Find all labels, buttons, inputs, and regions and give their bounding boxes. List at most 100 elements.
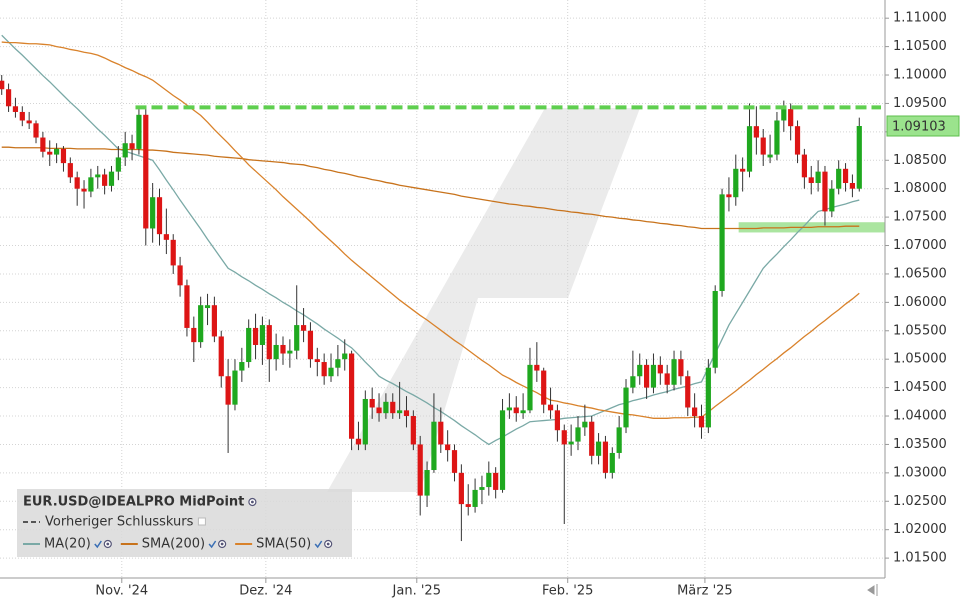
candle-body — [760, 137, 766, 155]
candle-body — [81, 188, 87, 192]
candle-body — [143, 114, 149, 229]
price-box — [886, 115, 960, 137]
candle-body — [554, 410, 561, 431]
candle-body — [156, 197, 163, 235]
candle-body — [53, 148, 60, 155]
candle-body — [321, 362, 327, 377]
y-tick-label: 1.10000 — [893, 68, 947, 83]
y-tick-label: 1.04000 — [893, 409, 947, 424]
legend-label: MA(20) — [44, 537, 91, 552]
candle-body — [561, 430, 567, 445]
y-tick-label: 1.02000 — [893, 522, 947, 537]
y-tick-label: 1.04500 — [893, 380, 947, 395]
candle-body — [95, 174, 101, 178]
candle-body — [499, 410, 506, 490]
y-tick-label: 1.11000 — [893, 11, 947, 26]
y-tick-label: 1.02500 — [893, 494, 947, 509]
y-tick-label: 1.08000 — [893, 181, 947, 196]
candle-body — [602, 441, 609, 473]
candle-body — [348, 353, 355, 439]
visibility-dot — [326, 542, 330, 546]
y-tick-label: 1.09500 — [893, 96, 947, 111]
candle-body — [191, 327, 197, 343]
candle-body — [300, 325, 307, 331]
legend-title: EUR.USD@IDEALPRO MidPoint — [23, 495, 244, 510]
candle-body — [623, 387, 629, 428]
candle-body — [5, 89, 12, 107]
candle-body — [630, 376, 636, 388]
candle-body — [842, 168, 849, 184]
candle-body — [547, 404, 554, 411]
candle-body — [115, 157, 121, 172]
candle-body — [12, 106, 19, 112]
candle-body — [493, 472, 499, 490]
candle-body — [527, 364, 533, 411]
candle-body — [678, 359, 684, 377]
candle-body — [719, 194, 725, 291]
candle-body — [705, 367, 711, 428]
legend-label: SMA(200) — [142, 537, 205, 552]
candle-body — [616, 427, 622, 453]
y-tick-label: 1.06000 — [893, 295, 947, 310]
candle-body — [781, 109, 787, 121]
candle-body — [136, 114, 142, 149]
visibility-dot — [106, 542, 110, 546]
candle-body — [438, 421, 444, 445]
plot — [0, 34, 885, 542]
candle-body — [808, 177, 814, 184]
scroll-arrow[interactable] — [867, 584, 878, 596]
candle-body — [836, 168, 842, 189]
ma-line — [1, 41, 860, 419]
candle-body — [67, 163, 73, 178]
candle-body — [746, 126, 753, 172]
candle-body — [294, 325, 300, 351]
candle-body — [177, 265, 183, 286]
x-tick-label: Nov. '24 — [95, 584, 148, 599]
candle-body — [692, 407, 698, 417]
candle-body — [856, 126, 862, 189]
legend-label: SMA(50) — [256, 537, 311, 552]
candle-body — [685, 376, 691, 408]
candle-body — [102, 174, 108, 186]
candle-body — [712, 290, 718, 368]
candle-body — [26, 120, 32, 124]
watermark — [327, 108, 640, 492]
candle-body — [33, 123, 39, 138]
x-tick-label: Feb. '25 — [542, 584, 593, 599]
candle-body — [47, 151, 53, 155]
x-tick-label: Dez. '24 — [239, 584, 292, 599]
candle-body — [726, 194, 732, 198]
candle-body — [239, 362, 245, 371]
legend-check[interactable] — [208, 540, 217, 549]
candle-body — [184, 285, 190, 328]
candle-body — [232, 370, 238, 405]
candle-body — [657, 364, 663, 374]
candle-body — [362, 398, 368, 445]
candle-body — [815, 171, 821, 184]
candle-body — [589, 421, 595, 456]
candle-body — [355, 438, 362, 445]
candle-body — [609, 452, 615, 473]
candle-body — [753, 126, 759, 138]
candle-body — [698, 416, 705, 428]
candle-body — [513, 407, 519, 414]
axes: 1.01500 1.02000 1.02500 1.03000 1.03500 1.040… — [95, 11, 960, 599]
legend-check[interactable] — [314, 540, 323, 549]
candle-body — [595, 441, 602, 456]
visibility-dot — [220, 542, 224, 546]
legend-toggle[interactable] — [197, 517, 206, 526]
candle-body — [369, 398, 375, 408]
candle-body — [774, 120, 780, 155]
candle-body — [204, 305, 211, 309]
candle-body — [575, 427, 581, 442]
candle-body — [150, 197, 156, 229]
candle-body — [280, 344, 286, 354]
candle-body — [60, 148, 67, 164]
legend-check[interactable] — [94, 540, 102, 549]
candle-body — [568, 441, 574, 445]
candle-body — [259, 325, 266, 345]
candle-body — [122, 143, 128, 158]
candle-body — [643, 364, 650, 388]
candle-body — [445, 444, 451, 451]
